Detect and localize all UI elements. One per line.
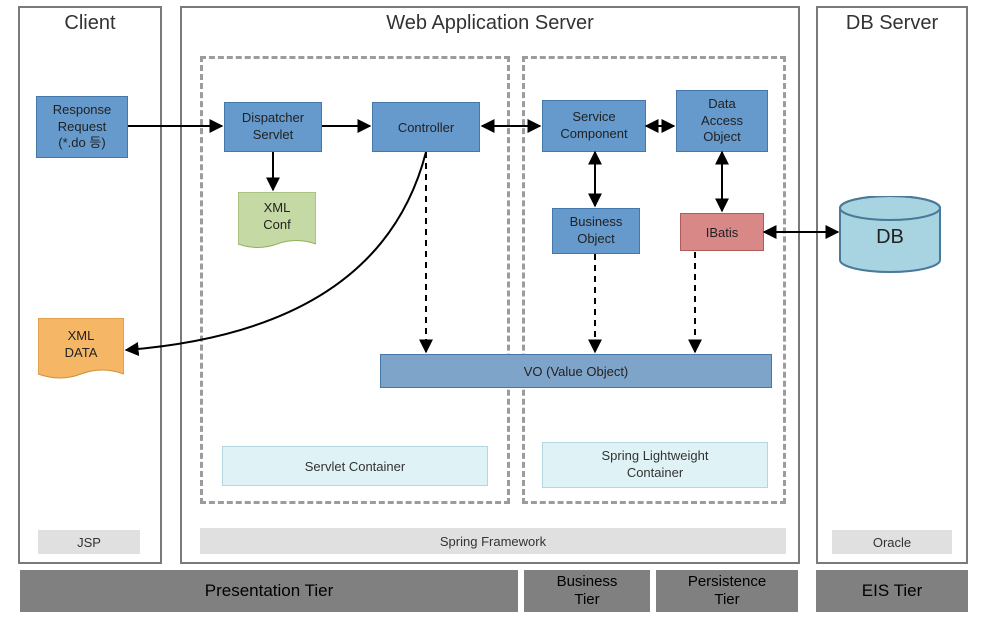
business-object-node: Business Object [552,208,640,254]
spring-framework-label: Spring Framework [200,528,786,554]
xml-data-node: XML DATA [38,318,124,382]
service-component-node: Service Component [542,100,646,152]
dispatcher-servlet-node: Dispatcher Servlet [224,102,322,152]
jsp-label: JSP [38,530,140,554]
servlet-container-label: Servlet Container [222,446,488,486]
persistence-tier: Persistence Tier [656,570,798,612]
ibatis-node: IBatis [680,213,764,251]
eis-tier: EIS Tier [816,570,968,612]
client-title: Client [18,8,162,38]
db-label: DB [838,226,942,249]
response-request-node: Response Request (*.do 등) [36,96,128,158]
business-tier: Business Tier [524,570,650,612]
vo-node: VO (Value Object) [380,354,772,388]
controller-node: Controller [372,102,480,152]
xml-conf-label: XML Conf [238,200,316,234]
diagram-canvas: Client Web Application Server DB Server … [0,0,981,617]
presentation-tier: Presentation Tier [20,570,518,612]
data-access-object-node: Data Access Object [676,90,768,152]
db-panel [816,6,968,564]
xml-data-label: XML DATA [38,328,124,362]
was-title: Web Application Server [180,8,800,38]
db-cylinder: DB [838,196,942,274]
db-title: DB Server [816,8,968,38]
xml-conf-node: XML Conf [238,192,316,252]
spring-lightweight-container-label: Spring Lightweight Container [542,442,768,488]
client-panel [18,6,162,564]
oracle-label: Oracle [832,530,952,554]
